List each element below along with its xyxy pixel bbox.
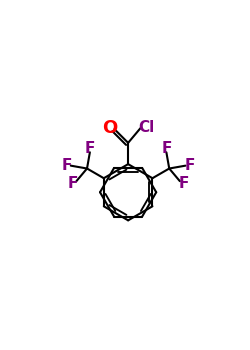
Text: F: F [178, 176, 189, 190]
Text: F: F [161, 141, 172, 156]
Text: O: O [102, 119, 118, 137]
Text: F: F [61, 158, 72, 173]
Text: F: F [184, 158, 195, 173]
Text: Cl: Cl [138, 120, 154, 134]
Text: F: F [85, 141, 95, 156]
Text: F: F [67, 176, 78, 190]
